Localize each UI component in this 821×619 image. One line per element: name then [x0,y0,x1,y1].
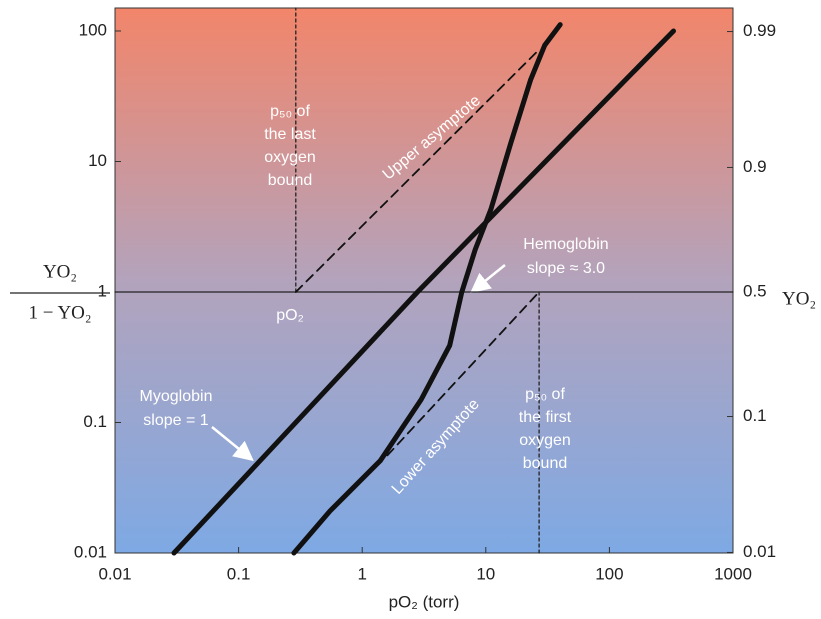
x-tick-label: 0.1 [227,564,251,583]
curve [291,22,563,556]
y2-label: YO₂ [782,288,816,309]
annotation: slope ≈ 3.0 [527,260,605,277]
y-tick-label: 0.1 [83,412,107,431]
y-tick-label: 100 [79,20,107,39]
annotation: Hemoglobin [523,236,608,253]
plot-area [115,8,733,553]
asymptote [294,48,540,293]
x-tick-label: 0.01 [98,564,131,583]
annotation: bound [523,455,568,472]
frame [114,7,734,554]
asymptote [386,291,540,457]
annotation: the first [519,409,572,426]
x-label: pO₂ (torr) [389,592,460,611]
y2-tick-label: 0.99 [743,21,776,40]
x-tick-label: 10 [476,564,495,583]
annotation: Myoglobin [140,388,213,405]
annotation: bound [268,172,313,189]
annotation: the last [264,126,316,143]
x-tick-label: 1000 [714,564,752,583]
x-tick-label: 1 [357,564,366,583]
y2-tick-label: 0.1 [743,406,767,425]
y-tick-label: 10 [88,151,107,170]
arrow [211,426,254,462]
y-tick-label: 0.01 [74,542,107,561]
x-tick-label: 100 [595,564,623,583]
annotation: oxygen [519,432,571,449]
y-label: 1 − YO₂ [28,302,91,323]
y-tick-label: 1 [98,281,107,300]
y2-tick-label: 0.01 [743,542,776,561]
annotation: oxygen [264,149,316,166]
y2-tick-label: 0.5 [743,281,767,300]
y-label: YO₂ [43,261,77,282]
curve [171,28,676,556]
annotation: p₅₀ of [525,386,565,403]
annotation: slope = 1 [143,412,208,429]
arrow [470,264,506,294]
annotation: p₅₀ of [270,103,310,120]
annotation: pO₂ [276,307,304,324]
y2-tick-label: 0.9 [743,157,767,176]
